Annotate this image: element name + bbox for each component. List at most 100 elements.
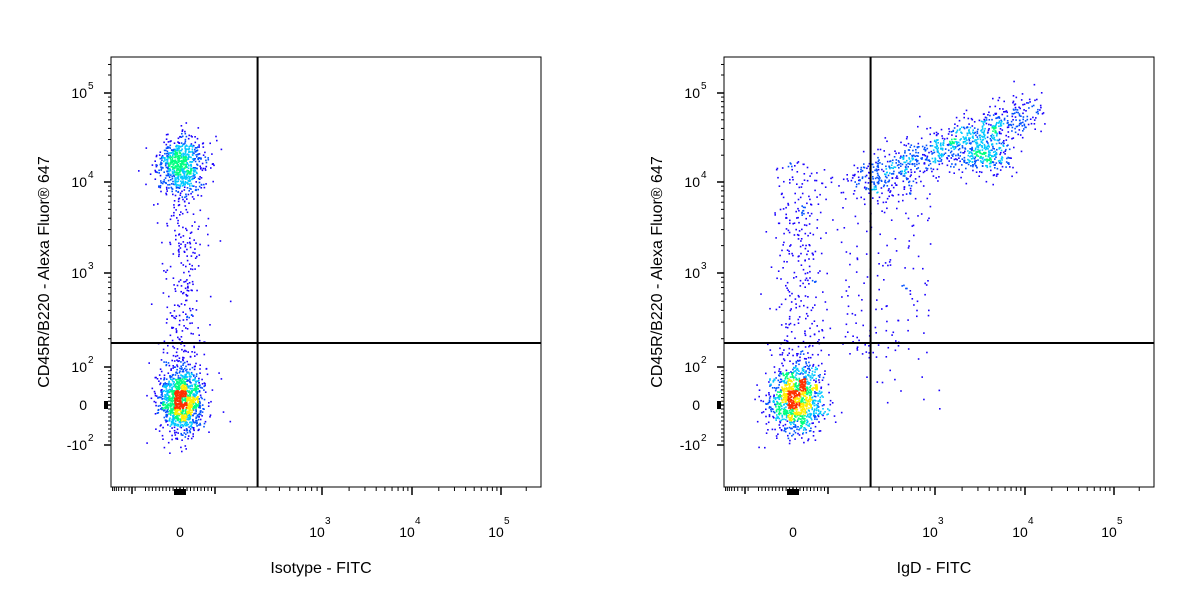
data-point xyxy=(176,398,179,401)
data-point xyxy=(151,164,154,166)
data-point xyxy=(797,369,799,371)
data-point xyxy=(197,127,200,129)
data-point xyxy=(902,158,905,160)
data-point xyxy=(182,170,185,172)
data-point xyxy=(172,390,174,393)
data-point xyxy=(778,409,781,411)
data-point xyxy=(184,181,187,184)
data-point xyxy=(791,380,793,383)
data-point xyxy=(801,397,803,400)
data-point xyxy=(992,125,994,127)
data-point xyxy=(169,243,172,246)
data-point xyxy=(933,151,936,154)
data-point xyxy=(173,166,176,168)
data-point xyxy=(809,398,812,400)
data-point xyxy=(813,409,815,412)
data-point xyxy=(872,176,874,178)
data-point xyxy=(197,402,200,405)
data-point xyxy=(990,135,992,137)
data-point xyxy=(779,396,781,398)
data-point xyxy=(183,281,185,283)
data-point xyxy=(798,428,800,431)
data-point xyxy=(978,119,981,122)
data-point xyxy=(169,397,172,399)
data-point xyxy=(172,277,175,279)
data-point xyxy=(199,364,201,366)
data-point xyxy=(989,165,992,168)
data-point xyxy=(858,179,860,182)
data-point xyxy=(889,190,892,192)
data-point xyxy=(1032,116,1034,119)
data-point xyxy=(779,347,781,350)
data-point xyxy=(179,279,182,281)
data-point xyxy=(892,186,895,189)
data-point xyxy=(789,294,791,297)
data-point xyxy=(874,185,877,187)
data-point xyxy=(205,183,207,185)
data-point xyxy=(991,155,993,158)
data-point xyxy=(157,396,160,399)
data-point xyxy=(786,402,788,405)
data-point xyxy=(935,143,938,145)
data-point xyxy=(843,227,846,229)
data-point xyxy=(988,153,990,155)
data-point xyxy=(185,402,188,404)
data-point xyxy=(817,353,819,356)
data-point xyxy=(1040,130,1042,133)
data-point xyxy=(188,190,190,192)
data-point xyxy=(175,190,177,192)
data-point xyxy=(166,399,168,401)
data-point xyxy=(194,391,197,393)
data-point xyxy=(773,416,775,419)
data-point xyxy=(801,379,803,381)
data-point xyxy=(194,167,196,169)
data-point xyxy=(175,394,177,397)
data-point xyxy=(209,295,212,298)
data-point xyxy=(785,400,788,402)
data-point xyxy=(813,374,816,376)
data-point xyxy=(186,424,188,427)
data-point xyxy=(193,368,196,371)
data-point xyxy=(769,379,771,381)
data-point xyxy=(981,146,983,149)
data-point xyxy=(988,119,991,121)
data-point xyxy=(756,420,759,423)
data-point xyxy=(971,140,974,143)
data-point xyxy=(154,160,156,162)
data-point xyxy=(800,405,802,408)
data-point xyxy=(958,157,960,159)
data-point xyxy=(889,191,891,193)
data-point xyxy=(167,141,170,143)
data-point xyxy=(180,181,183,184)
data-point xyxy=(879,162,881,164)
data-point xyxy=(1005,139,1008,141)
data-point xyxy=(961,171,964,173)
data-point xyxy=(198,160,201,163)
data-point xyxy=(180,183,183,185)
data-point xyxy=(181,148,183,150)
data-point xyxy=(780,380,783,383)
data-point xyxy=(993,125,996,128)
data-point xyxy=(178,386,180,389)
data-point xyxy=(977,128,979,131)
data-point xyxy=(1010,157,1012,159)
data-point xyxy=(189,428,192,430)
data-point xyxy=(781,405,783,407)
data-point xyxy=(185,403,187,406)
data-point xyxy=(780,373,783,375)
data-point xyxy=(868,192,870,194)
data-point xyxy=(797,417,800,419)
data-point xyxy=(169,399,171,401)
data-point xyxy=(187,148,190,151)
data-point xyxy=(889,172,891,174)
data-point xyxy=(176,437,178,440)
data-point xyxy=(168,398,170,401)
data-point xyxy=(803,304,805,307)
data-points xyxy=(754,80,1046,449)
data-point xyxy=(203,382,206,384)
data-point xyxy=(191,409,194,412)
data-point xyxy=(785,340,788,342)
data-point xyxy=(800,252,802,255)
data-point xyxy=(787,399,789,402)
data-point xyxy=(177,416,179,418)
